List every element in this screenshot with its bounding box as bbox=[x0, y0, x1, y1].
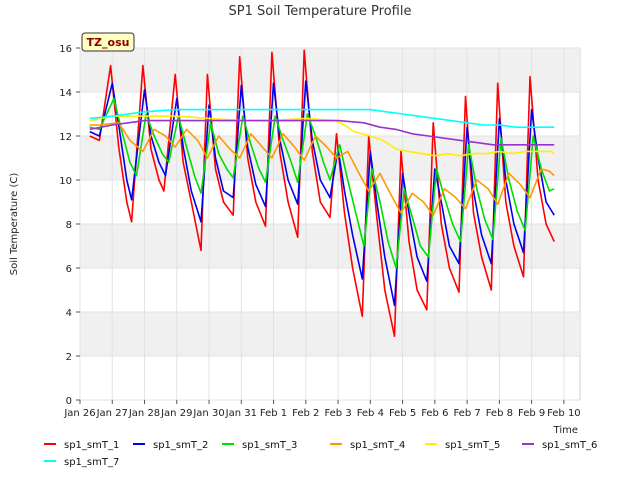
x-tick-label: Jan 26 bbox=[63, 408, 95, 419]
x-tick-label: Jan 30 bbox=[192, 408, 224, 419]
y-tick-label: 14 bbox=[59, 88, 72, 99]
legend-item-sp1_smT_6: sp1_smT_6 bbox=[522, 440, 597, 451]
legend: sp1_smT_1 sp1_smT_2 sp1_smT_3 sp1_smT_4 sp1_… bbox=[44, 440, 597, 468]
legend-label: sp1_smT_1 bbox=[64, 440, 119, 451]
series-line-sp1_smT_1 bbox=[89, 49, 555, 338]
legend-item-sp1_smT_4: sp1_smT_4 bbox=[330, 440, 405, 451]
y-tick-label: 8 bbox=[66, 220, 72, 231]
legend-item-sp1_smT_7: sp1_smT_7 bbox=[44, 457, 119, 468]
series-line-sp1_smT_3 bbox=[89, 97, 555, 269]
y-tick-label: 0 bbox=[66, 396, 72, 407]
x-tick-label: Jan 27 bbox=[96, 408, 128, 419]
y-tick-label: 12 bbox=[59, 132, 72, 143]
y-tick-label: 6 bbox=[66, 264, 72, 275]
legend-label: sp1_smT_2 bbox=[153, 440, 208, 451]
x-tick-label: Jan 29 bbox=[160, 408, 192, 419]
x-tick-label: Feb 1 bbox=[260, 408, 287, 419]
grid-band bbox=[80, 224, 580, 268]
series-line-sp1_smT_6 bbox=[89, 119, 555, 146]
legend-item-sp1_smT_3: sp1_smT_3 bbox=[222, 440, 297, 451]
x-axis-label: Time bbox=[553, 425, 578, 436]
y-tick-label: 4 bbox=[66, 308, 72, 319]
tz-badge-text: TZ_osu bbox=[87, 36, 130, 49]
x-tick-label: Feb 4 bbox=[357, 408, 384, 419]
y-tick-label: 10 bbox=[59, 176, 72, 187]
x-tick-label: Feb 6 bbox=[421, 408, 448, 419]
x-tick-label: Feb 3 bbox=[324, 408, 351, 419]
tz-badge: TZ_osu bbox=[81, 32, 135, 52]
y-tick-label: 16 bbox=[59, 44, 72, 55]
x-tick-label: Jan 28 bbox=[128, 408, 160, 419]
tz-badge-box bbox=[81, 32, 135, 52]
legend-item-sp1_smT_1: sp1_smT_1 bbox=[44, 440, 119, 451]
x-axis-ticks: Jan 26 Jan 27 Jan 28 Jan 29 Jan 30 Jan 31 Feb … bbox=[63, 400, 581, 419]
chart-title: SP1 Soil Temperature Profile bbox=[229, 4, 412, 19]
y-axis-ticks: 0 2 4 6 8 10 12 14 16 bbox=[59, 44, 80, 407]
legend-label: sp1_smT_3 bbox=[242, 440, 297, 451]
series-line-sp1_smT_2 bbox=[89, 80, 555, 307]
x-tick-label: Feb 7 bbox=[453, 408, 480, 419]
grid-band bbox=[80, 312, 580, 356]
legend-item-sp1_smT_2: sp1_smT_2 bbox=[133, 440, 208, 451]
legend-item-sp1_smT_5: sp1_smT_5 bbox=[425, 440, 500, 451]
x-tick-label: Feb 5 bbox=[389, 408, 416, 419]
x-tick-label: Jan 31 bbox=[225, 408, 257, 419]
series-layer bbox=[89, 49, 555, 338]
legend-label: sp1_smT_7 bbox=[64, 457, 119, 468]
legend-label: sp1_smT_5 bbox=[445, 440, 500, 451]
x-tick-label: Feb 2 bbox=[292, 408, 319, 419]
x-tick-label: Feb 9 bbox=[518, 408, 545, 419]
series-line-sp1_smT_7 bbox=[89, 108, 555, 128]
grid-band bbox=[80, 48, 580, 92]
series-line-sp1_smT_5 bbox=[89, 115, 555, 157]
series-line-sp1_smT_4 bbox=[89, 122, 555, 216]
x-tick-label: Feb 10 bbox=[547, 408, 581, 419]
legend-label: sp1_smT_6 bbox=[542, 440, 597, 451]
x-tick-label: Feb 8 bbox=[486, 408, 513, 419]
y-tick-label: 2 bbox=[66, 352, 72, 363]
legend-label: sp1_smT_4 bbox=[350, 440, 405, 451]
y-axis-label: Soil Temperature (C) bbox=[9, 173, 20, 276]
